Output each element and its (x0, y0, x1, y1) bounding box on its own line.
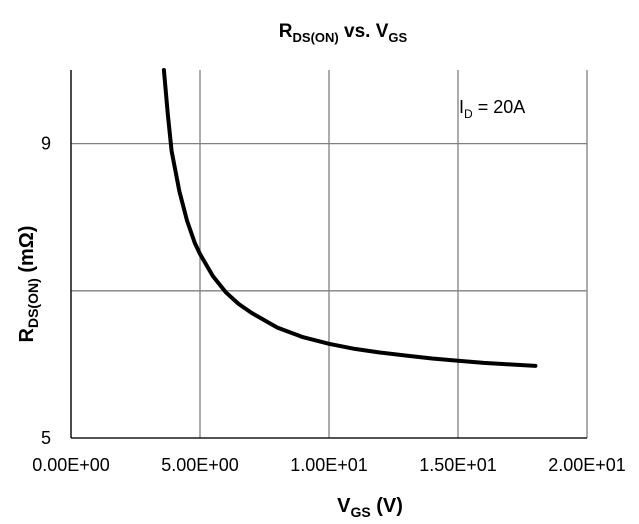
annotation-rest: = 20A (473, 97, 526, 117)
chart-title-rest-sub: GS (388, 30, 407, 45)
x-tick-labels: 0.00E+00 5.00E+00 1.00E+01 1.50E+01 2.00E+01 (32, 455, 626, 475)
y-axis-title-rest: (mΩ) (16, 226, 38, 279)
y-axis-title-sub: DS(ON) (25, 278, 41, 328)
x-axis-title-main: V (337, 495, 351, 517)
chart-title-rest: vs. V (339, 21, 389, 42)
grid (70, 70, 588, 439)
chart-title-main: R (279, 21, 293, 42)
y-tick-labels: 59 (41, 134, 51, 448)
annotation-main: I (459, 97, 464, 117)
annotation-sub: D (464, 107, 473, 121)
plot-frame (70, 70, 587, 439)
series-line (161, 68, 538, 368)
x-tick-label: 1.50E+01 (419, 455, 497, 475)
chart-title-sub: DS(ON) (293, 30, 339, 45)
y-tick-label: 5 (41, 428, 51, 448)
x-tick-label: 0.00E+00 (32, 455, 110, 475)
current-annotation: ID = 20A (459, 97, 525, 121)
chart-title: RDS(ON) vs. VGS (279, 21, 408, 45)
x-tick-label: 1.00E+01 (290, 455, 368, 475)
x-tick-label: 5.00E+00 (161, 455, 239, 475)
y-axis-title: RDS(ON) (mΩ) (16, 226, 41, 343)
y-axis-title-main: R (16, 327, 38, 342)
x-axis-title: VGS (V) (337, 495, 403, 520)
x-axis-title-sub: GS (350, 504, 370, 520)
x-tick-label: 2.00E+01 (548, 455, 626, 475)
y-tick-label: 9 (41, 134, 51, 154)
series-group (161, 68, 538, 368)
x-axis-title-rest: (V) (371, 495, 403, 517)
